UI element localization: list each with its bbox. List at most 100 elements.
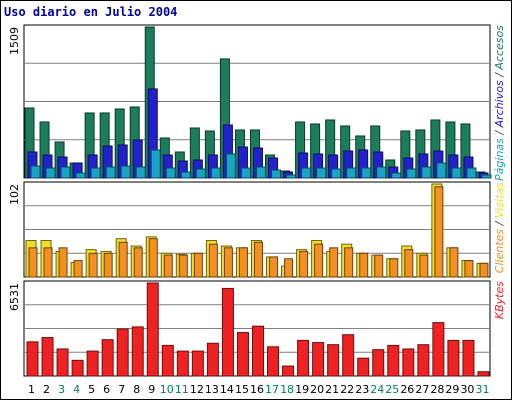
panel_bot-ymax-label: 6531 <box>8 283 21 311</box>
panel_top-bar-pginas-day-2 <box>45 167 56 179</box>
panel_bot-bar-kbytes-day-16 <box>251 325 264 377</box>
panel_top-bar-pginas-day-15 <box>240 167 251 179</box>
day-label-24: 24 <box>370 383 384 396</box>
panel_top-bar-pginas-day-11 <box>180 171 191 179</box>
panel_bot-bar-kbytes-day-19 <box>297 339 310 377</box>
day-label-21: 21 <box>325 383 339 396</box>
panel_mid-legend-part-1: / <box>493 218 506 229</box>
panel_top-bar-pginas-day-13 <box>210 167 221 179</box>
day-label-2: 2 <box>43 383 50 396</box>
day-label-23: 23 <box>355 383 369 396</box>
panel_mid-bar-clientes-day-8 <box>133 247 143 278</box>
panel_mid-bar-clientes-day-1 <box>28 247 38 278</box>
panel_mid-bar-clientes-day-6 <box>103 252 113 278</box>
panel_top-bar-pginas-day-5 <box>90 167 101 179</box>
panel_bot-bar-kbytes-day-4 <box>71 359 84 377</box>
day-label-7: 7 <box>118 383 125 396</box>
day-label-31: 31 <box>475 383 489 396</box>
panel_top-bar-pginas-day-18 <box>286 174 297 179</box>
panel_top-bar-pginas-day-23 <box>361 167 372 179</box>
panel_top-bar-pginas-day-10 <box>165 167 176 179</box>
panel_mid-bar-clientes-day-7 <box>118 241 128 278</box>
day-label-13: 13 <box>205 383 219 396</box>
panel_mid-legend-part-2: Visitas <box>493 182 506 218</box>
panel_mid-bar-clientes-day-27 <box>419 254 429 278</box>
panel_top-bar-pginas-day-26 <box>406 168 417 179</box>
panel_mid-bar-clientes-day-29 <box>449 247 459 278</box>
panel_mid-bar-clientes-day-28 <box>434 186 444 278</box>
panel_mid-bar-clientes-day-24 <box>374 254 384 278</box>
day-label-26: 26 <box>400 383 414 396</box>
day-label-11: 11 <box>175 383 189 396</box>
panel_mid-bar-clientes-day-2 <box>43 247 53 278</box>
panel_top-bar-pginas-day-20 <box>316 167 327 179</box>
chart-title: Uso diario en Julio 2004 <box>4 5 178 19</box>
day-label-5: 5 <box>88 383 95 396</box>
panel_top-bar-pginas-day-16 <box>255 166 266 179</box>
panel_mid-bar-clientes-day-13 <box>208 243 218 278</box>
panel_mid-ymax-label: 102 <box>8 184 21 205</box>
day-label-10: 10 <box>160 383 174 396</box>
panel_top-bar-pginas-day-21 <box>331 168 342 179</box>
panel_bot-bar-kbytes-day-10 <box>161 344 174 377</box>
panel_bot-bar-kbytes-day-31 <box>477 371 490 377</box>
panel_mid-bar-clientes-day-25 <box>389 258 399 278</box>
panel_top-bar-pginas-day-3 <box>60 166 71 179</box>
day-label-25: 25 <box>385 383 399 396</box>
panel_bot-bar-kbytes-day-26 <box>402 348 415 377</box>
panel_mid-bar-clientes-day-22 <box>344 247 354 278</box>
panel_bot-bar-kbytes-day-11 <box>176 350 189 377</box>
panel_mid-bar-clientes-day-18 <box>284 258 294 278</box>
panel_mid-bar-clientes-day-20 <box>314 243 324 278</box>
panel_top-ymax-label: 1509 <box>8 27 21 55</box>
day-label-6: 6 <box>103 383 110 396</box>
panel_mid-bar-clientes-day-16 <box>253 241 263 278</box>
panel_bot-bar-kbytes-day-3 <box>56 348 69 377</box>
panel_top-bar-pginas-day-14 <box>225 153 236 179</box>
panel_bot-bar-kbytes-day-20 <box>312 342 325 377</box>
panel_mid-bar-clientes-day-4 <box>73 260 83 278</box>
day-label-17: 17 <box>265 383 279 396</box>
day-label-3: 3 <box>58 383 65 396</box>
day-label-1: 1 <box>28 383 35 396</box>
day-label-28: 28 <box>430 383 444 396</box>
day-label-20: 20 <box>310 383 324 396</box>
panel_bot-bar-kbytes-day-9 <box>146 282 159 377</box>
panel_bot-bar-kbytes-day-22 <box>342 334 355 377</box>
panel_bot-bar-kbytes-day-25 <box>387 344 400 377</box>
day-label-4: 4 <box>73 383 80 396</box>
panel_mid-bar-clientes-day-19 <box>299 250 309 278</box>
panel_top-legend-part-1: / <box>493 127 506 138</box>
panel_bot-bar-kbytes-day-24 <box>372 349 385 377</box>
panel_mid-bar-clientes-day-21 <box>329 247 339 278</box>
panel_mid-bar-clientes-day-3 <box>58 247 68 278</box>
day-label-29: 29 <box>445 383 459 396</box>
day-label-12: 12 <box>190 383 204 396</box>
panel_bot-bar-kbytes-day-28 <box>432 322 445 377</box>
day-label-16: 16 <box>250 383 264 396</box>
panel_top-legend-part-0: Páginas <box>493 138 506 181</box>
panel_top-bar-pginas-day-8 <box>135 166 146 179</box>
panel_mid-bar-clientes-day-10 <box>163 254 173 278</box>
panel_bot-bar-kbytes-day-6 <box>101 339 114 377</box>
panel_top-bar-pginas-day-12 <box>195 168 206 179</box>
panel_bot-bar-kbytes-day-17 <box>267 346 280 377</box>
panel_mid-bar-clientes-day-9 <box>148 238 158 278</box>
day-label-22: 22 <box>340 383 354 396</box>
panel_mid-bar-clientes-day-5 <box>88 252 98 278</box>
panel_mid-legend: Clientes / Visitas <box>493 182 506 273</box>
panel_mid-bar-clientes-day-17 <box>269 256 279 278</box>
panel_top-bar-pginas-day-24 <box>376 166 387 179</box>
day-label-19: 19 <box>295 383 309 396</box>
panel_top-bar-pginas-day-1 <box>30 165 41 179</box>
panel_top-bar-pginas-day-31 <box>481 174 492 179</box>
panel_mid-bar-clientes-day-11 <box>178 254 188 278</box>
day-label-18: 18 <box>280 383 294 396</box>
panel_top-bar-pginas-day-17 <box>271 169 282 179</box>
panel_mid-bar-clientes-day-30 <box>464 260 474 278</box>
panel_top-bar-pginas-day-7 <box>120 165 131 179</box>
panel_mid-bar-clientes-day-12 <box>193 252 203 278</box>
panel_top-legend-part-2: Archivos <box>493 80 506 128</box>
day-label-15: 15 <box>235 383 249 396</box>
